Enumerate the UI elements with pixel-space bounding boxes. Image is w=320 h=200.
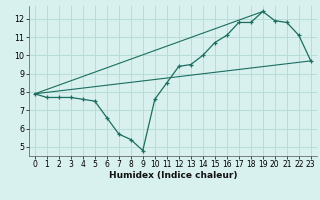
X-axis label: Humidex (Indice chaleur): Humidex (Indice chaleur) [108, 171, 237, 180]
